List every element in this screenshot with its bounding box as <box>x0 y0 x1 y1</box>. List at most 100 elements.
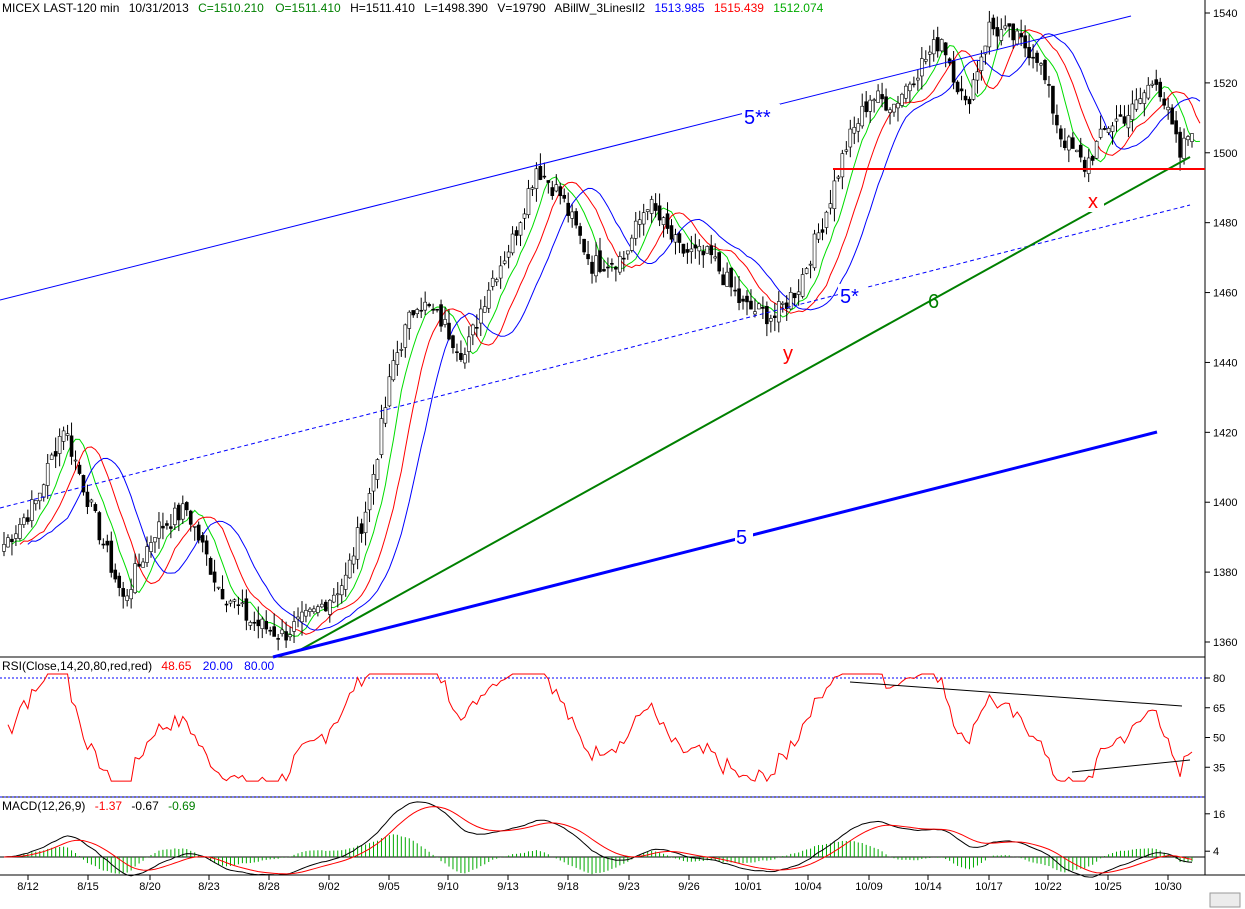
annotation-y: y <box>783 343 793 365</box>
candle <box>133 553 137 595</box>
candle <box>125 588 129 607</box>
candle <box>455 343 459 362</box>
x-tick-label: 9/05 <box>378 881 399 893</box>
candle <box>1055 104 1059 134</box>
candle <box>6 534 10 548</box>
candle <box>852 116 857 145</box>
rsi-lower-trendline <box>1071 759 1191 773</box>
candle <box>765 301 769 337</box>
candle <box>367 487 372 523</box>
candle <box>908 81 912 103</box>
candle <box>1174 111 1178 143</box>
y-tick-label: 1460 <box>1213 288 1237 300</box>
candle <box>673 228 678 255</box>
candle <box>33 500 38 511</box>
candle <box>860 93 865 129</box>
candle <box>661 216 666 238</box>
ma-blue-line <box>27 33 1201 631</box>
candle <box>999 18 1004 46</box>
candle <box>1098 115 1103 140</box>
candle <box>272 613 276 637</box>
candle <box>248 620 253 630</box>
candle <box>1150 80 1155 88</box>
candle <box>1047 75 1051 98</box>
annotation-x: x <box>1088 191 1098 213</box>
candle <box>10 534 14 556</box>
candle <box>991 14 996 36</box>
candle <box>1059 125 1063 148</box>
candle <box>784 295 789 321</box>
candle <box>721 267 725 286</box>
candle <box>1166 97 1170 120</box>
macd-header: MACD(12,26,9) -1.37 -0.67 -0.69 <box>2 799 196 813</box>
candle <box>800 267 805 299</box>
candle <box>129 578 133 609</box>
candle <box>693 233 698 259</box>
candle <box>439 299 443 332</box>
candle <box>1182 128 1186 165</box>
trendline-5-star <box>0 204 1191 509</box>
candle <box>379 404 384 459</box>
annotation-5: 5 <box>736 527 747 549</box>
candle <box>244 589 249 631</box>
rsi-tick-label: 50 <box>1213 733 1225 745</box>
candle <box>220 575 225 600</box>
rsi-tick-label: 80 <box>1213 673 1225 685</box>
candle <box>312 605 316 615</box>
candle <box>443 307 447 328</box>
candle <box>538 153 543 181</box>
candle <box>240 589 245 608</box>
candle <box>419 297 423 319</box>
x-tick-label: 9/18 <box>557 881 578 893</box>
candle <box>1134 88 1139 112</box>
candle <box>1094 140 1099 160</box>
candle <box>816 223 821 243</box>
candle <box>1102 125 1107 131</box>
candle <box>486 282 491 313</box>
candle <box>371 464 376 505</box>
candle <box>892 103 896 117</box>
candle <box>1035 50 1039 72</box>
candle <box>836 175 841 182</box>
candle <box>939 38 944 53</box>
candle <box>955 80 960 95</box>
candle <box>204 535 209 566</box>
candle <box>260 616 265 639</box>
macd-tick-label: 4 <box>1213 846 1219 858</box>
candle <box>30 490 34 528</box>
candle <box>1110 122 1115 145</box>
candle <box>97 510 102 545</box>
rsi-tick-label: 65 <box>1213 703 1225 715</box>
candle <box>37 492 42 510</box>
candle <box>149 535 153 558</box>
candle <box>931 29 936 62</box>
candle <box>629 234 634 253</box>
candle <box>757 302 761 310</box>
candle <box>1003 15 1008 31</box>
candle <box>85 484 90 515</box>
candle <box>502 251 507 266</box>
candle <box>665 202 670 234</box>
candle <box>427 302 431 308</box>
candle <box>1114 105 1119 132</box>
candle <box>331 588 336 604</box>
y-tick-label: 1500 <box>1213 148 1237 160</box>
candle <box>308 607 312 617</box>
x-tick-label: 8/20 <box>139 881 160 893</box>
candle <box>478 299 483 337</box>
candle <box>923 50 928 65</box>
candle <box>776 291 781 333</box>
candle <box>65 424 70 441</box>
candle <box>1074 149 1079 153</box>
y-tick-label: 1360 <box>1213 637 1237 649</box>
candle <box>471 323 475 346</box>
candle <box>725 262 729 287</box>
candle <box>1130 90 1135 132</box>
x-tick-label: 9/23 <box>618 881 639 893</box>
headers: MICEX LAST-120 min 10/31/2013 C=1510.210… <box>2 1 824 813</box>
x-tick-label: 9/13 <box>497 881 518 893</box>
candle <box>494 277 499 286</box>
candle <box>2 531 6 557</box>
candle <box>296 607 300 628</box>
candle <box>77 461 82 476</box>
